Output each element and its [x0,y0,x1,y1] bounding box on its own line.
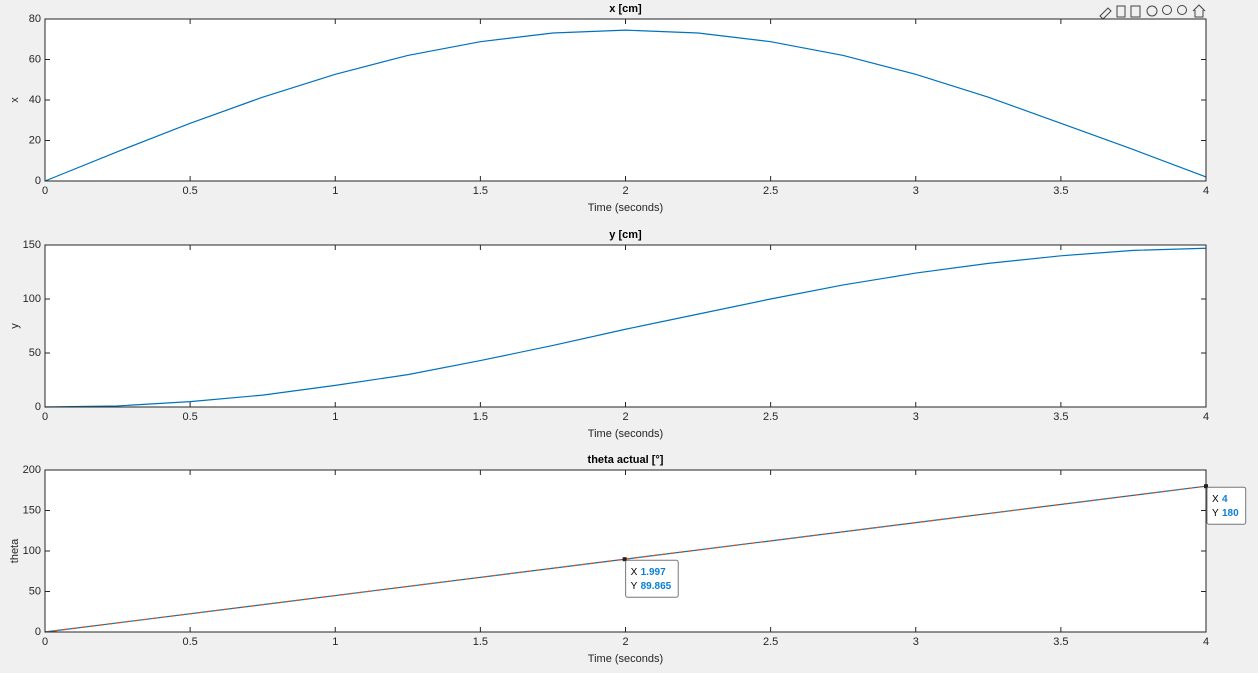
axes-box [44,469,1207,633]
x-tick-label: 2.5 [763,636,778,648]
y-tick-label: 40 [29,94,41,106]
x-axis-label: Time (seconds) [588,202,663,214]
x-tick-label: 3 [913,185,919,197]
x-tick-label: 0.5 [182,185,197,197]
x-tick-label: 3.5 [1053,185,1068,197]
x-tick-label: 4 [1203,411,1209,423]
x-tick-label: 1 [332,185,338,197]
datatip-marker [1204,484,1208,489]
axes [45,470,1206,632]
toolbar[interactable] [1099,4,1206,20]
data-tip-icon[interactable] [1116,5,1126,18]
chart-title: y [cm] [609,229,642,241]
x-tick-label: 0.5 [182,636,197,648]
x-tick-label: 0.5 [182,411,197,423]
datatip-x-value: 1.997 [641,567,666,578]
y-tick-label: 150 [23,504,41,516]
x-tick-label: 0 [42,185,48,197]
y-axis-label: y [9,323,21,329]
datatip-marker [622,557,627,562]
line [44,247,1207,408]
x-tick-label: 2 [622,185,628,197]
x-tick-label: 1 [332,636,338,648]
x-tick-label: 0 [42,636,48,648]
x-axis-label: Time (seconds) [588,428,663,440]
y-tick-label: 50 [29,347,41,359]
rotate-icon[interactable] [1146,5,1158,17]
datatip-box [1206,486,1247,525]
x-tick-label: 4 [1203,185,1209,197]
y-tick-label: 80 [29,13,41,25]
x-tick-label: 2.5 [763,185,778,197]
datatip-x-label: X [1212,494,1219,505]
axes-box [44,244,1207,408]
x-tick-label: 3 [913,636,919,648]
y-tick-label: 150 [23,239,41,251]
datatip-x-value: 4 [1222,494,1228,505]
datatip-box [625,559,679,598]
y-axis-label: x [9,97,21,103]
x-tick-label: 3.5 [1053,411,1068,423]
x-tick-label: 3 [913,411,919,423]
y-tick-label: 0 [35,401,41,413]
chart-title: theta actual [°] [588,454,664,466]
y-tick-label: 200 [23,464,41,476]
line [44,29,1207,182]
x-tick-label: 0 [42,411,48,423]
datatip-x-label: X [631,567,638,578]
x-tick-label: 2 [622,411,628,423]
datatip: XY4 180 [1206,486,1247,525]
x-axis-label: Time (seconds) [588,653,663,665]
x-tick-label: 1.5 [473,411,488,423]
x-tick-label: 4 [1203,636,1209,648]
x-tick-label: 1.5 [473,636,488,648]
x-tick-label: 3.5 [1053,636,1068,648]
x-tick-label: 1 [332,411,338,423]
y-tick-label: 100 [23,293,41,305]
y-axis-label: theta [9,538,21,563]
y-tick-label: 20 [29,134,41,146]
chart-title: x [cm] [609,3,642,15]
axes [45,19,1206,181]
datatip-y-label: Y [1212,508,1219,519]
pan-icon[interactable] [1130,5,1141,18]
x-tick-label: 2 [622,636,628,648]
x-tick-label: 1.5 [473,185,488,197]
y-tick-label: 0 [35,175,41,187]
y-tick-label: 60 [29,53,41,65]
zoom-in-icon[interactable] [1162,5,1172,15]
datatip-y-value: 180 [1222,508,1239,519]
x-tick-label: 2.5 [763,411,778,423]
y-tick-label: 50 [29,585,41,597]
datatip-y-value: 89.865 [641,581,672,592]
home-icon[interactable] [1192,4,1206,18]
y-tick-label: 100 [23,545,41,557]
datatip: XY1.997 89.865 [625,559,679,598]
y-tick-label: 0 [35,626,41,638]
datatip-y-label: Y [631,581,638,592]
brush-icon[interactable] [1099,7,1112,20]
axes [45,245,1206,407]
axes-box [44,18,1207,182]
zoom-out-icon[interactable] [1177,5,1187,15]
